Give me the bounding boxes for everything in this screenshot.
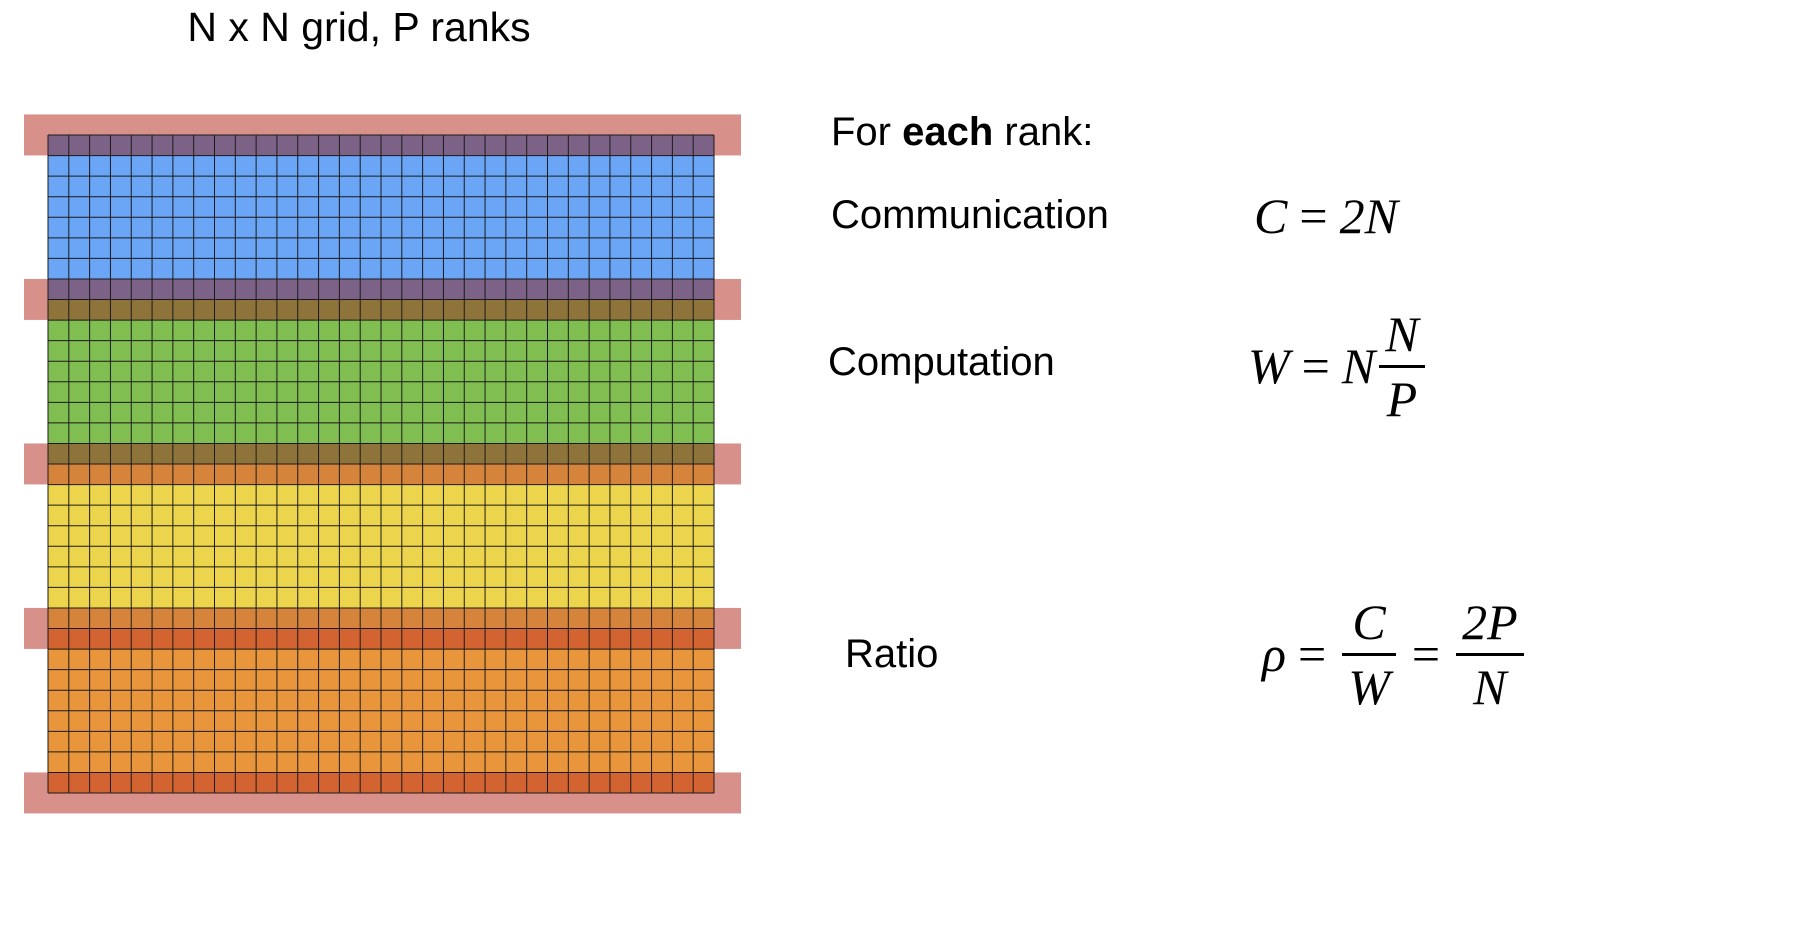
comp-lhs: W	[1248, 338, 1290, 394]
ratio-lhs: ρ	[1262, 626, 1286, 682]
grid-lines	[47, 134, 715, 794]
comm-lhs: C	[1254, 188, 1288, 244]
comp-factor: N	[1341, 338, 1376, 394]
comp-equals: =	[1301, 338, 1330, 394]
ratio-fraction-2: 2P N	[1456, 597, 1524, 712]
ratio-fraction-bar-2	[1456, 652, 1524, 656]
ratio-equals-2: =	[1411, 626, 1441, 682]
diagram-title: N x N grid, P ranks	[187, 4, 531, 50]
ratio-equation: ρ = C W = 2P N	[1262, 593, 1528, 715]
ratio-label: Ratio	[845, 632, 939, 676]
rank-decomposition-grid	[24, 114, 741, 814]
ratio-fraction-bar-1	[1342, 652, 1396, 656]
comp-fraction: N P	[1379, 305, 1425, 427]
communication-equation: C = 2N	[1254, 183, 1398, 249]
each-emphasis: each	[902, 110, 994, 154]
comp-denominator: P	[1386, 370, 1418, 427]
ratio-denominator-1: W	[1348, 658, 1390, 715]
communication-label: Communication	[831, 193, 1109, 237]
ratio-numerator-2: 2P	[1462, 593, 1518, 650]
each-rank-heading: For each rank:	[831, 110, 1094, 154]
comm-equals: =	[1299, 188, 1328, 244]
computation-equation: W = N N P	[1248, 305, 1429, 427]
comp-numerator: N	[1385, 305, 1419, 362]
ratio-denominator-2: N	[1473, 658, 1507, 715]
comm-rhs: 2N	[1339, 188, 1398, 244]
ratio-equals-1: =	[1298, 626, 1327, 682]
ratio-fraction-1: C W	[1342, 597, 1396, 712]
ratio-numerator-1: C	[1352, 593, 1386, 650]
computation-label: Computation	[828, 340, 1055, 384]
comp-fraction-bar	[1379, 364, 1425, 368]
